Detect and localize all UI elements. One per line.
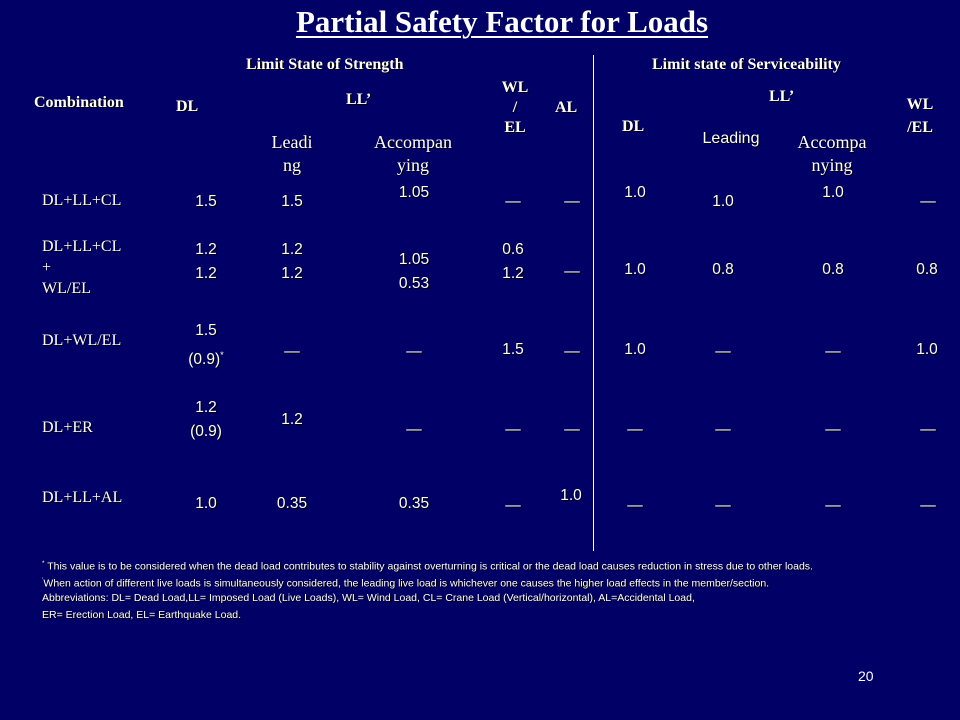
table-cell: 1.05 0.53 xyxy=(398,251,430,292)
prime-mark: ’ xyxy=(42,577,44,584)
table-cell: 1.2 1.2 xyxy=(281,241,303,282)
table-cell: — xyxy=(505,497,521,514)
table-cell: — xyxy=(825,497,841,514)
table-cell: 1.0 xyxy=(624,261,646,278)
table-cell: — xyxy=(505,421,521,438)
dl-value: 1.5 xyxy=(195,322,217,339)
header-ll-strength: LL’ xyxy=(346,91,372,108)
table-cell: 0.35 xyxy=(276,495,308,512)
header-wl-el-serviceability: WL /EL xyxy=(906,96,934,136)
table-cell: — xyxy=(406,421,422,438)
header-wl-el-strength: WL / EL xyxy=(501,79,529,136)
combination-label: DL+LL+CL + WL/EL xyxy=(42,238,122,297)
dl-note: (0.9)* xyxy=(188,350,224,369)
header-al: AL xyxy=(555,99,578,116)
table-cell: 1.5 xyxy=(281,193,303,210)
column-divider xyxy=(593,55,594,551)
table-cell: 1.05 xyxy=(398,184,430,201)
header-leading-strength: Leadi ng xyxy=(271,132,313,175)
table-cell: 1.0 xyxy=(624,184,646,201)
table-cell: — xyxy=(715,497,731,514)
table-cell: 0.35 xyxy=(398,495,430,512)
header-leading-serviceability: Leading xyxy=(702,130,760,147)
table-cell: — xyxy=(406,343,422,360)
table-cell: — xyxy=(920,497,936,514)
table-cell: 0.8 xyxy=(916,261,938,278)
table-cell: — xyxy=(715,421,731,438)
footnote-abbreviations-cont: ER= Erection Load, EL= Earthquake Load. xyxy=(42,609,242,621)
table-cell: — xyxy=(627,421,643,438)
combination-label: DL+WL/EL xyxy=(42,332,122,349)
table-cell: — xyxy=(505,193,521,210)
header-accompanying-strength: Accompan ying xyxy=(374,132,452,175)
header-accompanying-serviceability: Accompa nying xyxy=(797,132,867,175)
table-cell: 1.0 xyxy=(195,495,217,512)
combination-label: DL+LL+CL xyxy=(42,192,122,209)
table-cell: 0.6 1.2 xyxy=(502,241,524,282)
table-cell: 1.2 (0.9) xyxy=(190,399,222,440)
combination-label: DL+ER xyxy=(42,419,93,436)
header-dl-strength: DL xyxy=(176,98,199,115)
table-cell: 1.2 xyxy=(281,411,303,428)
table-cell: 1.5 (0.9)* xyxy=(174,319,238,372)
table-cell: — xyxy=(564,193,580,210)
header-limit-state-strength: Limit State of Strength xyxy=(246,56,404,73)
footnote-abbreviations: Abbreviations: DL= Dead Load,LL= Imposed… xyxy=(42,592,695,604)
table-cell: 1.0 xyxy=(822,184,844,201)
table-cell: — xyxy=(564,343,580,360)
table-cell: 1.0 xyxy=(560,487,582,504)
table-cell: — xyxy=(825,421,841,438)
header-combination: Combination xyxy=(34,94,124,111)
table-cell: — xyxy=(284,343,300,360)
header-dl-serviceability: DL xyxy=(622,118,645,135)
table-cell: 1.5 xyxy=(502,341,524,358)
table-cell: 0.8 xyxy=(712,261,734,278)
asterisk-mark: * xyxy=(220,350,224,360)
table-cell: 1.0 xyxy=(624,341,646,358)
table-cell: 1.5 xyxy=(195,193,217,210)
footnote-overturning: * This value is to be considered when th… xyxy=(42,560,813,573)
table-cell: 1.2 1.2 xyxy=(195,241,217,282)
table-cell: — xyxy=(627,497,643,514)
asterisk-mark: * xyxy=(42,560,45,567)
table-cell: 1.0 xyxy=(916,341,938,358)
table-cell: — xyxy=(715,343,731,360)
header-ll-serviceability: LL’ xyxy=(769,88,795,105)
page-number: 20 xyxy=(858,668,874,684)
header-limit-state-serviceability: Limit state of Serviceability xyxy=(652,56,841,73)
combination-label: DL+LL+AL xyxy=(42,489,123,506)
table-cell: — xyxy=(920,421,936,438)
table-cell: — xyxy=(564,421,580,438)
slide-title: Partial Safety Factor for Loads xyxy=(295,4,709,39)
table-cell: — xyxy=(825,343,841,360)
footnote-leading-live-load: ’When action of different live loads is … xyxy=(42,577,770,590)
table-cell: 1.0 xyxy=(712,193,734,210)
table-cell: 0.8 xyxy=(822,261,844,278)
table-cell: — xyxy=(920,193,936,210)
table-cell: — xyxy=(564,263,580,280)
